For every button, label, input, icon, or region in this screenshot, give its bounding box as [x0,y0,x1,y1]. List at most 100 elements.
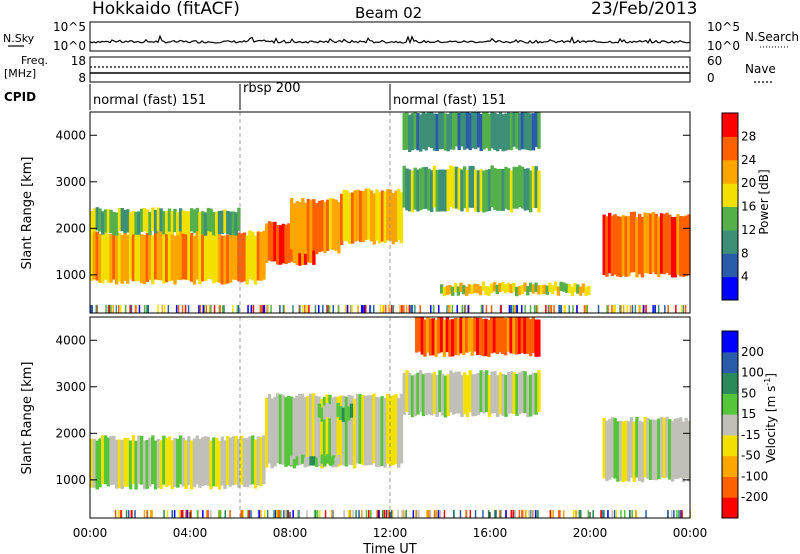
data-cell [217,440,222,490]
data-cell [487,510,490,518]
data-cell [135,305,138,313]
data-cell [479,113,483,152]
power-heatmap [90,112,691,313]
data-cell [512,282,516,293]
data-cell [140,435,144,485]
data-cell [260,510,262,518]
y-tick-label: 2000 [55,221,86,235]
data-cell [120,234,124,284]
data-cell [140,234,144,284]
data-cell [676,510,678,518]
data-cell [173,510,176,518]
data-cell [687,420,691,482]
data-cell [525,510,527,518]
data-cell [410,305,412,313]
cpid-segment-label: normal (fast) 151 [393,93,506,108]
data-cell [114,510,117,518]
data-cell [452,166,456,209]
noise-right-label: N.Search [745,30,799,44]
data-cell [217,510,220,518]
data-cell [449,112,453,150]
data-cell [369,395,373,465]
data-cell [299,305,301,313]
data-cell [446,114,450,152]
data-cell [465,317,469,353]
data-cell [357,305,359,313]
data-cell [195,207,199,232]
data-cell [495,317,499,354]
data-cell [631,305,634,313]
data-cell [451,319,455,357]
data-cell [680,305,683,313]
data-cell [440,284,444,294]
data-cell [534,372,538,415]
data-cell [151,207,155,231]
data-cell [464,305,467,313]
data-cell [415,510,417,518]
data-cell [170,440,174,490]
data-cell [223,235,227,285]
data-cell [298,510,300,518]
data-cell [559,510,561,518]
data-cell [186,510,189,518]
data-cell [380,396,384,466]
x-tick-label: 00:00 [73,526,108,540]
data-cell [558,305,560,313]
data-cell [262,305,264,313]
data-cell [671,510,673,518]
data-cell [432,165,437,208]
data-cell [165,233,169,283]
data-cell [337,202,341,254]
data-cell [408,169,412,212]
data-cell [223,440,227,490]
data-cell [465,286,469,296]
colorbar-segment [722,351,738,374]
data-cell [112,305,114,313]
data-cell [545,285,549,295]
data-cell [145,439,149,489]
data-cell [613,305,615,313]
data-cell [202,305,205,313]
data-cell [276,393,280,464]
data-cell [306,457,311,467]
data-cell [187,231,191,281]
data-cell [575,510,577,518]
data-cell [446,305,448,313]
data-cell [405,370,409,413]
data-cell [352,510,354,518]
data-cell [148,437,152,487]
data-cell [531,510,533,518]
data-cell [578,286,583,296]
data-cell [503,284,508,294]
data-cell [467,284,472,294]
data-cell [501,114,505,152]
data-cell [300,393,305,464]
data-cell [608,212,612,274]
data-cell [390,305,393,313]
data-cell [115,439,119,489]
data-cell [556,286,561,296]
data-cell [624,510,626,518]
data-cell [635,416,639,478]
data-cell [484,285,488,296]
noise-panel: N.Sky 10^5 10^0 10^5 10^0 N.Search [3,20,799,53]
data-cell [328,404,332,419]
data-cell [531,166,536,209]
data-cell [383,397,387,468]
data-cell [487,286,491,296]
data-cell [416,372,420,415]
data-cell [410,113,415,151]
data-cell [342,395,346,466]
data-cell [284,397,288,467]
data-cell [478,286,483,296]
data-cell [289,396,294,467]
data-cell [220,436,224,486]
data-cell [412,510,415,518]
data-cell [167,305,170,313]
data-cell [120,305,122,313]
data-cell [626,305,628,313]
power-colorbar-label: Power [dB] [757,169,771,234]
data-cell [165,211,169,235]
data-cell [90,232,94,281]
data-cell [618,420,623,482]
